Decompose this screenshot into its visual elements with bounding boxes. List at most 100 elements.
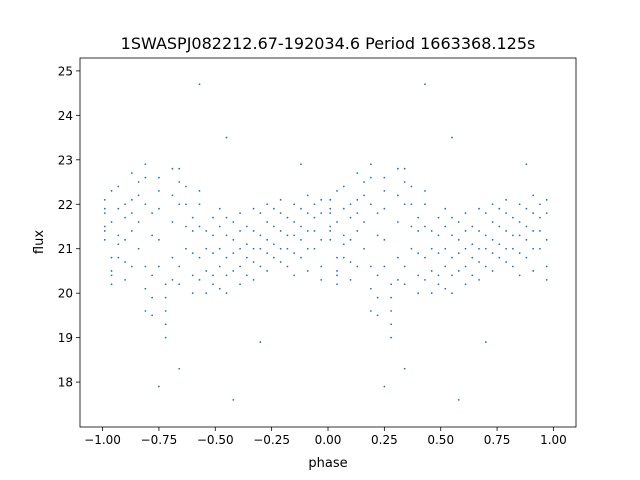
data-point <box>225 292 228 295</box>
data-point <box>424 256 426 259</box>
data-point <box>484 234 487 237</box>
data-point <box>424 225 426 228</box>
data-point <box>320 198 323 201</box>
data-point <box>137 181 140 183</box>
data-point <box>363 221 365 223</box>
data-point <box>117 185 120 188</box>
data-point <box>525 238 528 241</box>
data-point <box>491 252 494 255</box>
data-point <box>293 203 296 206</box>
data-point <box>498 225 501 228</box>
data-point <box>212 283 214 286</box>
data-point <box>300 225 302 228</box>
data-point <box>545 278 548 281</box>
data-point <box>410 247 413 250</box>
data-point <box>252 207 255 210</box>
data-point <box>532 230 535 232</box>
data-point <box>498 243 501 246</box>
data-point <box>245 225 248 228</box>
data-point <box>151 296 154 299</box>
data-point <box>103 238 106 241</box>
data-point <box>225 274 228 277</box>
x-tick-label: 1.00 <box>540 433 567 447</box>
data-point <box>417 252 420 255</box>
chart-title: 1SWASPJ082212.67-192034.6 Period 1663368… <box>121 34 536 53</box>
data-point <box>259 341 262 343</box>
data-point <box>198 203 201 206</box>
data-point <box>396 194 399 197</box>
data-point <box>336 274 338 277</box>
data-point <box>369 176 372 179</box>
data-point <box>403 283 406 286</box>
data-point <box>158 176 160 179</box>
data-point <box>185 185 187 188</box>
data-point <box>444 225 447 228</box>
data-point <box>329 230 332 232</box>
data-point <box>164 336 167 339</box>
data-point <box>396 256 399 259</box>
data-point <box>525 256 528 259</box>
data-point <box>430 292 433 295</box>
data-point <box>130 198 133 201</box>
data-point <box>464 283 467 286</box>
data-point <box>198 256 201 259</box>
data-point <box>171 256 174 259</box>
data-point <box>444 287 447 290</box>
data-point <box>336 270 338 272</box>
data-point <box>390 296 393 299</box>
data-point <box>336 256 338 259</box>
data-point <box>396 221 399 223</box>
data-point <box>511 216 514 219</box>
data-point <box>279 247 282 250</box>
data-point <box>539 230 541 232</box>
data-point <box>471 243 474 246</box>
data-point <box>403 167 406 170</box>
x-tick-label: 0.00 <box>315 433 342 447</box>
data-point <box>356 172 359 175</box>
data-point <box>478 230 480 232</box>
data-point <box>539 216 541 219</box>
data-point <box>124 216 126 219</box>
data-point <box>545 265 548 268</box>
data-point <box>205 270 208 272</box>
data-point <box>232 238 235 241</box>
data-point <box>478 261 480 263</box>
data-point <box>539 203 541 206</box>
data-point <box>225 136 228 139</box>
data-point <box>198 225 201 228</box>
data-point <box>505 230 508 232</box>
data-point <box>437 216 440 219</box>
data-point <box>376 314 379 317</box>
data-point <box>205 230 208 232</box>
data-point <box>478 207 480 210</box>
data-point <box>383 265 386 268</box>
data-point <box>225 234 228 237</box>
data-point <box>518 252 521 255</box>
data-point <box>403 181 406 183</box>
data-point <box>178 265 181 268</box>
data-point <box>218 207 221 210</box>
data-point <box>336 221 338 223</box>
data-point <box>259 234 262 237</box>
data-point <box>444 265 447 268</box>
data-point <box>349 278 352 281</box>
data-point <box>349 203 352 206</box>
data-point <box>124 261 126 263</box>
data-point <box>376 296 379 299</box>
data-point <box>320 212 323 215</box>
data-point <box>390 283 393 286</box>
data-point <box>239 247 241 250</box>
data-point <box>103 230 106 232</box>
data-point <box>451 292 453 295</box>
data-point <box>117 207 120 210</box>
data-points <box>103 83 548 401</box>
data-point <box>320 278 323 281</box>
data-point <box>164 283 167 286</box>
data-point <box>491 203 494 206</box>
data-point <box>369 203 372 206</box>
data-point <box>300 238 302 241</box>
data-point <box>342 256 345 259</box>
data-point <box>124 278 126 281</box>
data-point <box>158 190 160 192</box>
data-point <box>451 274 453 277</box>
